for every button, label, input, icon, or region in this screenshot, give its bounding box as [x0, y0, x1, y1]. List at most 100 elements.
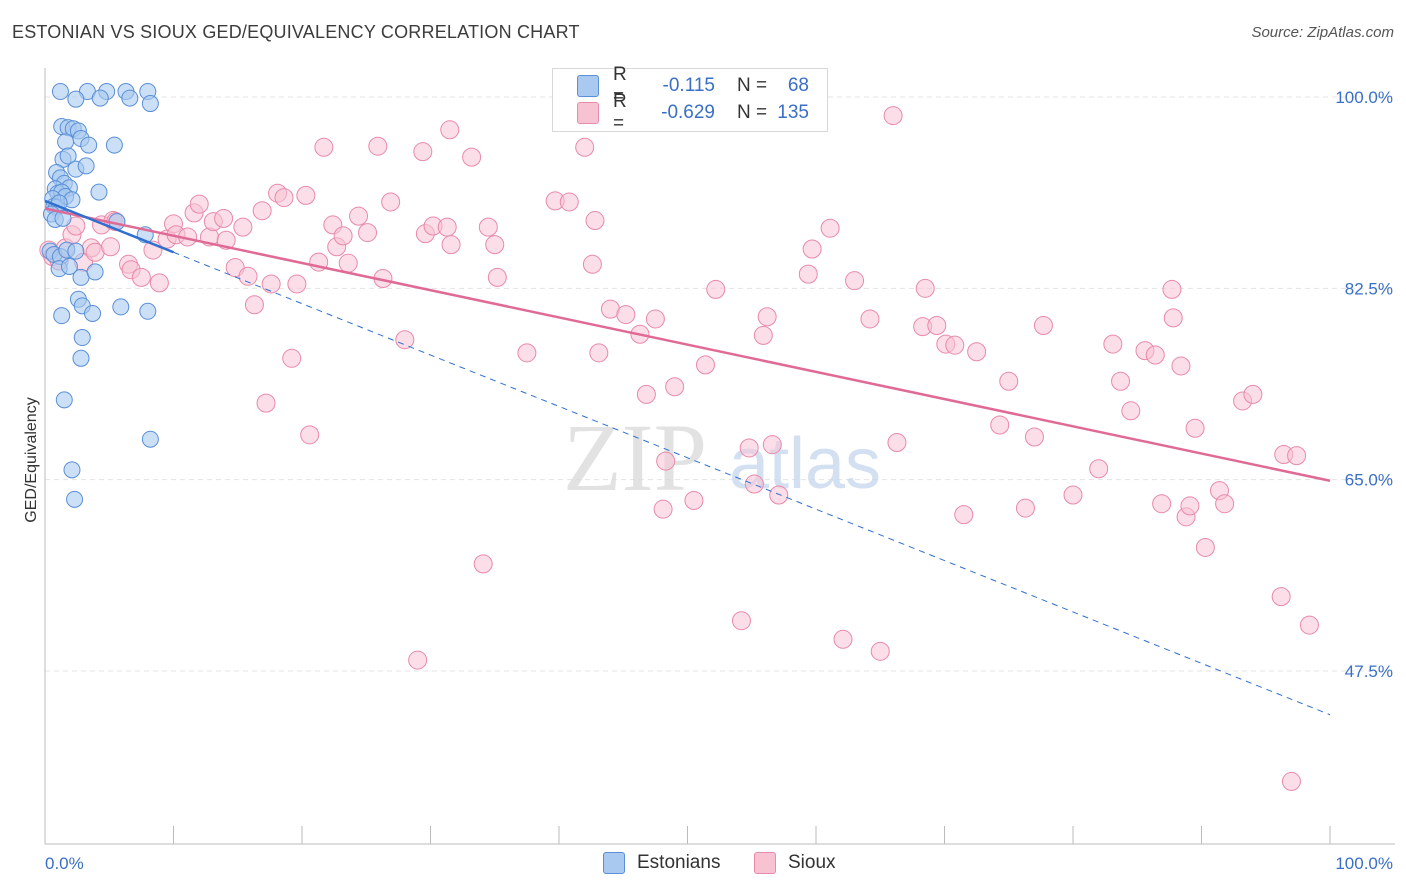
sioux-point: [478, 217, 498, 237]
sioux-point: [945, 335, 965, 355]
sioux-point: [589, 343, 609, 363]
sioux-point: [381, 192, 401, 212]
sioux-point: [744, 474, 764, 494]
estonian-point: [80, 136, 98, 154]
sioux-point: [575, 137, 595, 157]
sioux-point: [1015, 498, 1035, 518]
estonian-point: [72, 349, 90, 367]
sioux-point: [66, 216, 86, 236]
sioux-point: [706, 279, 726, 299]
estonian-point: [73, 329, 91, 347]
legend-label: Estonians: [637, 852, 721, 873]
grid-lines: [45, 96, 1395, 672]
estonians-swatch: [603, 852, 625, 874]
estonian-point: [55, 391, 73, 409]
watermark-zip: ZIP: [563, 404, 707, 511]
estonian-point: [105, 136, 123, 154]
sioux-point: [870, 641, 890, 661]
sioux-point: [915, 278, 935, 298]
sioux-point: [559, 192, 579, 212]
n-value: 135: [777, 102, 809, 123]
sioux-point: [1152, 494, 1172, 514]
estonian-trend-extension: [173, 251, 1331, 716]
sioux-point: [233, 217, 253, 237]
sioux-point: [1145, 345, 1165, 365]
y-tick-label: 47.5%: [1345, 662, 1393, 681]
sioux-point: [282, 348, 302, 368]
y-tick-label: 100.0%: [1335, 88, 1393, 107]
y-tick-label: 82.5%: [1345, 279, 1393, 298]
sioux-point: [1063, 485, 1083, 505]
legend-item-sioux[interactable]: Sioux: [754, 852, 836, 874]
sioux-point: [585, 211, 605, 231]
estonian-point: [91, 89, 109, 107]
sioux-point: [1299, 615, 1319, 635]
sioux-point: [999, 371, 1019, 391]
sioux-point: [1111, 371, 1131, 391]
sioux-point: [440, 120, 460, 140]
n-value: 68: [787, 75, 809, 96]
sioux-point: [131, 267, 151, 287]
sioux-point: [802, 239, 822, 259]
trend-lines: [44, 199, 1331, 716]
estonian-point: [57, 133, 75, 151]
sioux-point: [189, 194, 209, 214]
sioux-point: [261, 274, 281, 294]
sioux-point: [616, 305, 636, 325]
legend-item-estonians[interactable]: Estonians: [603, 852, 720, 874]
n-label: N =: [737, 75, 768, 96]
sioux-point: [954, 505, 974, 525]
sioux-point: [1195, 537, 1215, 557]
sioux-point: [653, 499, 673, 519]
sioux-point: [238, 266, 258, 286]
r-value: -0.629: [661, 102, 715, 123]
r-value: -0.115: [662, 75, 715, 96]
r-label: R =: [613, 64, 627, 107]
estonian-point: [84, 304, 102, 322]
x-tick-label: 0.0%: [45, 854, 84, 873]
estonian-point: [77, 157, 95, 175]
sioux-point: [1185, 418, 1205, 438]
sioux-point: [1024, 427, 1044, 447]
sioux-point: [368, 136, 388, 156]
y-tick-label: 65.0%: [1345, 471, 1393, 490]
sioux-point: [252, 201, 272, 221]
legend-label: Sioux: [788, 852, 836, 873]
estonian-points: [41, 83, 159, 508]
sioux-point: [845, 271, 865, 291]
sioux-point: [1171, 356, 1191, 376]
sioux-point: [1162, 279, 1182, 299]
sioux-point: [1033, 316, 1053, 336]
sioux-point: [769, 485, 789, 505]
sioux-point: [314, 137, 334, 157]
series-legend: Estonians Sioux: [0, 852, 1406, 876]
chart-title: ESTONIAN VS SIOUX GED/EQUIVALENCY CORREL…: [12, 22, 580, 42]
sioux-point: [296, 185, 316, 205]
sioux-point: [739, 438, 759, 458]
sioux-point: [695, 355, 715, 375]
legend-row-sioux: R = -0.629 N = 135: [577, 91, 809, 134]
sioux-point: [645, 309, 665, 329]
estonian-trend-line: [44, 199, 174, 254]
estonian-point: [51, 83, 69, 101]
estonian-point: [141, 430, 159, 448]
r-label: R =: [613, 91, 627, 134]
sioux-point: [517, 343, 537, 363]
estonian-point: [66, 490, 84, 508]
sioux-point: [887, 432, 907, 452]
estonian-point: [59, 147, 77, 165]
sioux-point: [244, 295, 264, 315]
sioux-point: [408, 650, 428, 670]
estonians-swatch: [577, 75, 599, 97]
sioux-point: [753, 325, 773, 345]
sioux-point: [1287, 446, 1307, 466]
sioux-point: [860, 309, 880, 329]
correlation-legend: R = -0.115 N = 68 R = -0.629 N = 135: [552, 64, 828, 134]
axes: [44, 68, 1395, 845]
sioux-point: [883, 106, 903, 126]
tick-labels: 100.0% 82.5% 65.0% 47.5% 0.0% 100.0%: [45, 88, 1393, 873]
sioux-point: [349, 206, 369, 226]
sioux-point: [1243, 384, 1263, 404]
estonian-point: [139, 302, 157, 320]
sioux-point: [256, 393, 276, 413]
